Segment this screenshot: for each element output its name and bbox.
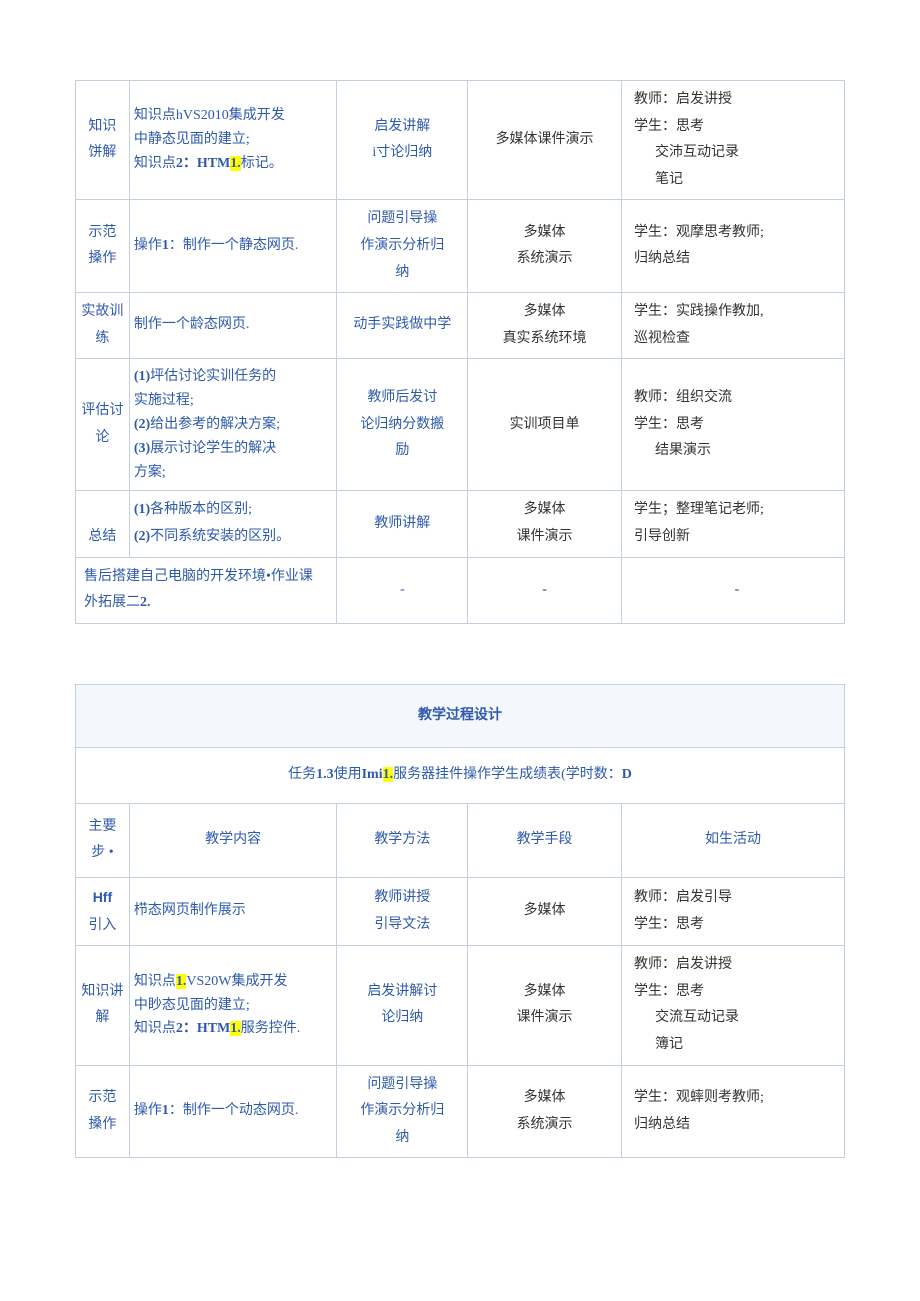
col-header: 主要步 • [76,803,130,877]
cell-method: - [337,557,468,623]
cell-method: 问题引导操作演示分析归纳 [337,200,468,293]
col-header: 教学手段 [468,803,622,877]
cell-step: 示范搡作 [76,1065,130,1158]
table-title: 教学过程设计 [76,684,845,748]
cell-content: 操作1：制作一个动态网页. [129,1065,337,1158]
cell-content: 制作一个龄态网页. [129,293,337,359]
table-row: 知识讲解 知识点1.VS20W集成开发中眇态见面的建立; 知识点2：HTM1.服… [76,946,845,1065]
cell-activity: 学生：观摩思考教师;归纳总结 [621,200,844,293]
subtitle-row: 任务1.3使用Imi1.服务器挂件操作学生成绩表(学时数：D [76,748,845,804]
col-header: 教学内容 [129,803,337,877]
cell-activity: 学生：观蟀则考教师;归纳总结 [621,1065,844,1158]
cell-step: 知识讲解 [76,946,130,1065]
table-1: 知识饼解 知识点hVS2010集成开发中静态见面的建立; 知识点2：HTM1.标… [75,80,845,624]
cell-means: 多媒体课件演示 [468,946,622,1065]
cell-means: 多媒体课件演示 [468,491,622,557]
lesson-table-1: 知识饼解 知识点hVS2010集成开发中静态见面的建立; 知识点2：HTM1.标… [75,80,845,624]
cell-method: 启发讲解讨论归纳 [337,946,468,1065]
table-row: 总结 (1)各种版本的区别; (2)不同系统安装的区别。 教师讲解 多媒体课件演… [76,491,845,557]
table-row: 示范搡作 操作1：制作一个动态网页. 问题引导操作演示分析归纳 多媒体系统演示 … [76,1065,845,1158]
cell-activity: - [621,557,844,623]
cell-step: 示范搡作 [76,200,130,293]
cell-means: 多媒体 [468,878,622,946]
table-subtitle: 任务1.3使用Imi1.服务器挂件操作学生成绩表(学时数：D [76,748,845,804]
cell-content: 知识点1.VS20W集成开发中眇态见面的建立; 知识点2：HTM1.服务控件. [129,946,337,1065]
cell-method: 启发讲解i寸论归纳 [337,81,468,200]
cell-merged: 售后搭建自己电脑的开发环境•作业课外拓展二2. [76,557,337,623]
cell-activity: 教师：启发引导学生：思考 [621,878,844,946]
cell-means: 多媒体真实系统环境 [468,293,622,359]
cell-method: 教师后发讨论归纳分数搬励 [337,359,468,491]
cell-step: 评估讨论 [76,359,130,491]
header-row: 主要步 • 教学内容 教学方法 教学手段 如生活动 [76,803,845,877]
cell-means: 多媒体系统演示 [468,1065,622,1158]
table-row: 评估讨论 (1)坪估讨论实训任务的实施过程; (2)给出参考的解决方案; (3)… [76,359,845,491]
cell-method: 教师讲解 [337,491,468,557]
table-row: 售后搭建自己电脑的开发环境•作业课外拓展二2. - - - [76,557,845,623]
cell-step: 实故训练 [76,293,130,359]
cell-means: 多媒体课件演示 [468,81,622,200]
cell-activity: 教师：组织交流学生：思考结果演示 [621,359,844,491]
cell-step: Hff引入 [76,878,130,946]
table-row: 知识饼解 知识点hVS2010集成开发中静态见面的建立; 知识点2：HTM1.标… [76,81,845,200]
table-row: 实故训练 制作一个龄态网页. 动手实践做中学 多媒体真实系统环境 学生：实践操作… [76,293,845,359]
cell-activity: 教师：启发讲授学生：思考交沛互动记录笔记 [621,81,844,200]
table-row: 示范搡作 操作1：制作一个静态网页. 问题引导操作演示分析归纳 多媒体系统演示 … [76,200,845,293]
cell-activity: 学生；整理笔记老师;引导创新 [621,491,844,557]
cell-means: - [468,557,622,623]
cell-content: (1)各种版本的区别; (2)不同系统安装的区别。 [129,491,337,557]
cell-step: 总结 [76,491,130,557]
cell-activity: 教师：启发讲授学生：思考交流互动记录簿记 [621,946,844,1065]
cell-means: 多媒体系统演示 [468,200,622,293]
cell-step: 知识饼解 [76,81,130,200]
cell-activity: 学生：实践操作教加,巡视检查 [621,293,844,359]
cell-method: 问题引导操作演示分析归纳 [337,1065,468,1158]
lesson-table-2: 教学过程设计 任务1.3使用Imi1.服务器挂件操作学生成绩表(学时数：D 主要… [75,684,845,1159]
cell-content: 操作1：制作一个静态网页. [129,200,337,293]
cell-content: (1)坪估讨论实训任务的实施过程; (2)给出参考的解决方案; (3)展示讨论学… [129,359,337,491]
cell-method: 动手实践做中学 [337,293,468,359]
table-2: 教学过程设计 任务1.3使用Imi1.服务器挂件操作学生成绩表(学时数：D 主要… [75,684,845,1159]
table-row: Hff引入 栉态网页制作展示 教师讲授引导文法 多媒体 教师：启发引导学生：思考 [76,878,845,946]
title-row: 教学过程设计 [76,684,845,748]
cell-content: 知识点hVS2010集成开发中静态见面的建立; 知识点2：HTM1.标记。 [129,81,337,200]
col-header: 如生活动 [621,803,844,877]
cell-method: 教师讲授引导文法 [337,878,468,946]
cell-content: 栉态网页制作展示 [129,878,337,946]
cell-means: 实训项目单 [468,359,622,491]
col-header: 教学方法 [337,803,468,877]
